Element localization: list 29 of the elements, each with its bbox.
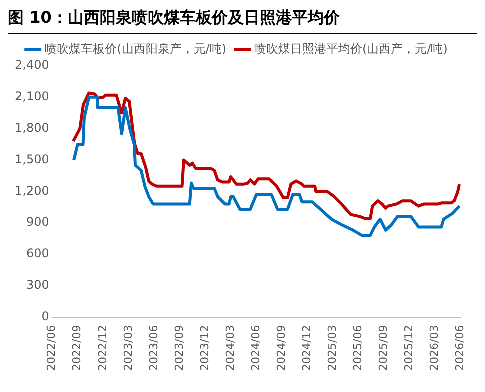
y-tick-label: 300 [26,278,50,292]
x-tick-label: 2025/12 [402,325,416,372]
x-tick-label: 2025/09 [377,325,390,372]
x-tick-label: 2023/06 [147,325,160,372]
x-tick-label: 2024/12 [300,325,314,372]
y-tick-label: 1,200 [14,184,50,198]
x-tick-label: 2023/12 [198,325,212,372]
legend-label: 喷吹煤日照港平均价(山西产，元/吨) [254,42,448,56]
x-tick-label: 2025/06 [352,325,365,372]
x-tick-label: 2026/06 [454,325,467,372]
x-tick-label: 2024/09 [274,325,288,372]
x-tick-label: 2022/12 [96,325,110,372]
x-tick-label: 2024/06 [249,325,262,372]
x-tick-label: 2022/09 [70,325,84,372]
x-tick-label: 2025/03 [326,325,340,372]
y-tick-label: 1,500 [14,152,50,166]
y-tick-label: 0 [42,309,50,324]
y-tick-label: 600 [26,246,50,261]
y-tick-label: 2,100 [14,90,50,104]
y-tick-label: 1,800 [14,120,50,135]
y-tick-label: 2,400 [14,58,50,72]
x-tick-label: 2023/03 [122,325,135,372]
x-tick-label: 2024/03 [224,325,237,372]
y-tick-label: 900 [26,215,50,230]
x-tick-label: 2026/03 [428,325,442,372]
x-tick-label: 2022/06 [45,325,58,372]
legend-label: 喷吹煤车板价(山西阳泉产，元/吨) [45,42,226,56]
x-tick-label: 2023/09 [172,325,186,372]
chart-title: 图 10：山西阳泉喷吹煤车板价及日照港平均价 [8,8,477,34]
